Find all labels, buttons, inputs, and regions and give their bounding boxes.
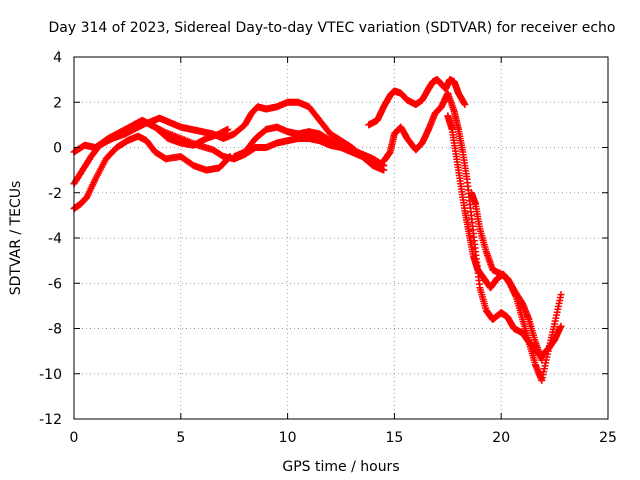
y-tick-label: -10: [39, 367, 62, 383]
y-tick-label: -2: [48, 186, 62, 202]
data-points: [70, 76, 565, 385]
chart-title: Day 314 of 2023, Sidereal Day-to-day VTE…: [49, 20, 616, 36]
data-point: [461, 101, 469, 109]
y-tick-label: -12: [39, 412, 62, 428]
x-tick-label: 0: [70, 430, 79, 446]
y-tick-label: -4: [48, 231, 62, 247]
series-trace-i: [467, 189, 546, 364]
x-tick-label: 15: [385, 430, 403, 446]
data-point: [557, 291, 565, 299]
data-point: [538, 356, 546, 364]
x-tick-label: 5: [176, 430, 185, 446]
y-tick-label: -8: [48, 322, 62, 338]
data-point: [557, 322, 565, 330]
y-tick-label: 2: [53, 95, 62, 111]
grid-lines: [74, 57, 608, 419]
y-axis-label: SDTVAR / TECUs: [8, 181, 24, 296]
series-trace-g: [380, 89, 565, 360]
x-axis: 0 5 10 15 20 25: [70, 57, 617, 446]
series-trace-a: [70, 132, 234, 213]
y-tick-label: -6: [48, 276, 62, 292]
x-axis-label: GPS time / hours: [282, 459, 399, 475]
x-tick-label: 20: [492, 430, 510, 446]
data-point: [224, 125, 232, 133]
x-tick-label: 10: [279, 430, 297, 446]
series-trace-d: [145, 98, 388, 174]
y-tick-label: 0: [53, 141, 62, 157]
series-trace-e: [230, 123, 388, 170]
y-tick-label: 4: [53, 50, 62, 66]
series-trace-f: [365, 76, 469, 129]
x-tick-label: 25: [599, 430, 617, 446]
y-axis: 4 2 0 -2 -4 -6 -8 -10 -12: [39, 50, 608, 428]
